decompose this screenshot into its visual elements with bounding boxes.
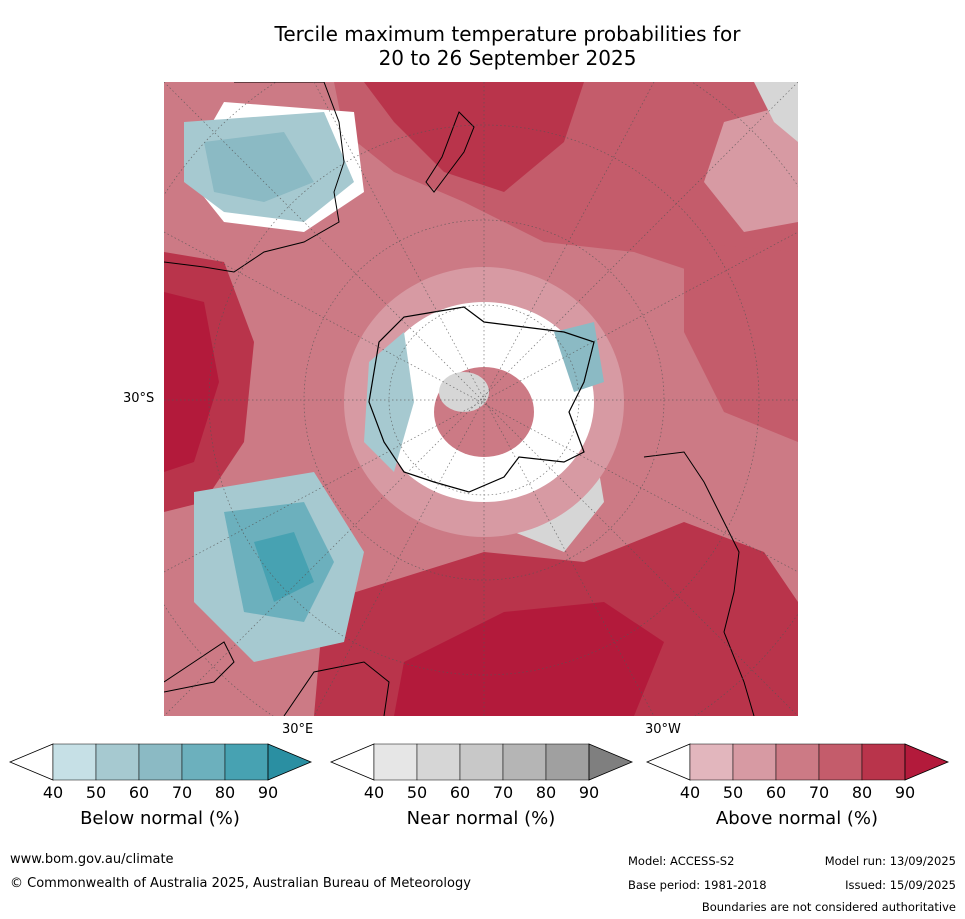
colorbar-swatch: [861, 743, 906, 781]
africa-coastline: [164, 641, 390, 716]
colorbar-extend-low: [329, 743, 375, 781]
colorbar-swatch: [689, 743, 734, 781]
tick-label: 50: [85, 783, 107, 802]
colorbar-swatch: [52, 743, 97, 781]
australia-coastline: [164, 82, 345, 273]
tick-label: 90: [894, 783, 916, 802]
colorbar-extend-high: [267, 743, 313, 781]
colorbar-swatch: [181, 743, 226, 781]
forecast-map: [164, 82, 798, 716]
colorbar-swatch: [373, 743, 418, 781]
longitude-label-30e: 30°E: [282, 722, 314, 737]
colorbar-extend-low: [645, 743, 691, 781]
tick-label: 80: [535, 783, 557, 802]
tick-label: 90: [257, 783, 279, 802]
antarctica-below-west: [364, 332, 414, 472]
colorbar-extend-high: [588, 743, 634, 781]
above-region-east: [684, 242, 798, 442]
colorbar-swatch: [95, 743, 140, 781]
tick-label: 70: [492, 783, 514, 802]
tick-label: 60: [449, 783, 471, 802]
tick-label: 60: [765, 783, 787, 802]
colorbar-swatch: [775, 743, 820, 781]
colorbar-near-title: Near normal (%): [406, 808, 556, 829]
tick-label: 90: [578, 783, 600, 802]
base-period-text: Base period: 1981-2018: [628, 878, 767, 892]
antarctica-coastline: [368, 306, 595, 493]
colorbar-swatch: [224, 743, 269, 781]
above-region-west-deep: [164, 292, 219, 472]
tick-label: 40: [42, 783, 64, 802]
colorbar-above: [645, 743, 950, 781]
south-america-coastline: [643, 451, 755, 716]
new-zealand-coastline: [425, 111, 475, 193]
tick-label: 80: [851, 783, 873, 802]
colorbar-extend-low: [8, 743, 54, 781]
colorbar-swatch: [818, 743, 863, 781]
colorbar-below-title: Below normal (%): [80, 808, 240, 829]
tick-label: 40: [679, 783, 701, 802]
tick-label: 70: [808, 783, 830, 802]
colorbar-swatch: [138, 743, 183, 781]
longitude-label-30w: 30°W: [645, 722, 681, 737]
near-patch-ne: [754, 82, 798, 142]
tick-label: 80: [214, 783, 236, 802]
colorbar-extend-high: [904, 743, 950, 781]
below-region-nw-core: [204, 132, 314, 202]
tick-label: 40: [363, 783, 385, 802]
colorbar-below: [8, 743, 313, 781]
above-region-strong-north: [364, 82, 584, 192]
copyright-text: © Commonwealth of Australia 2025, Austra…: [10, 876, 471, 891]
graticule: [164, 82, 798, 716]
above-region-ne-light: [704, 102, 798, 232]
antarctica-below-east: [554, 322, 604, 392]
colorbar-below-swatches: [8, 743, 313, 781]
latitude-label-30s: 30°S: [123, 391, 155, 406]
title-line-1: Tercile maximum temperature probabilitie…: [274, 22, 741, 46]
website-link[interactable]: www.bom.gov.au/climate: [10, 852, 174, 867]
tick-label: 70: [171, 783, 193, 802]
tick-label: 50: [722, 783, 744, 802]
tick-label: 60: [128, 783, 150, 802]
map-title: Tercile maximum temperature probabilitie…: [200, 22, 815, 70]
tick-label: 50: [406, 783, 428, 802]
colorbar-swatch: [545, 743, 590, 781]
above-region-south-deep: [394, 602, 664, 716]
colorbar-swatch: [416, 743, 461, 781]
antarctica-near-center: [439, 372, 489, 412]
model-text: Model: ACCESS-S2: [628, 854, 735, 868]
title-line-2: 20 to 26 September 2025: [378, 46, 637, 70]
map-svg: [164, 82, 798, 716]
colorbar-swatch: [732, 743, 777, 781]
colorbar-above-title: Above normal (%): [715, 808, 879, 829]
below-region-sw-deep: [254, 532, 314, 602]
colorbar-above-swatches: [645, 743, 950, 781]
colorbar-swatch: [459, 743, 504, 781]
disclaimer-text: Boundaries are not considered authoritat…: [701, 900, 956, 914]
issued-text: Issued: 15/09/2025: [845, 878, 956, 892]
colorbar-near: [329, 743, 634, 781]
colorbar-swatch: [502, 743, 547, 781]
colorbar-near-swatches: [329, 743, 634, 781]
model-run-text: Model run: 13/09/2025: [824, 854, 956, 868]
